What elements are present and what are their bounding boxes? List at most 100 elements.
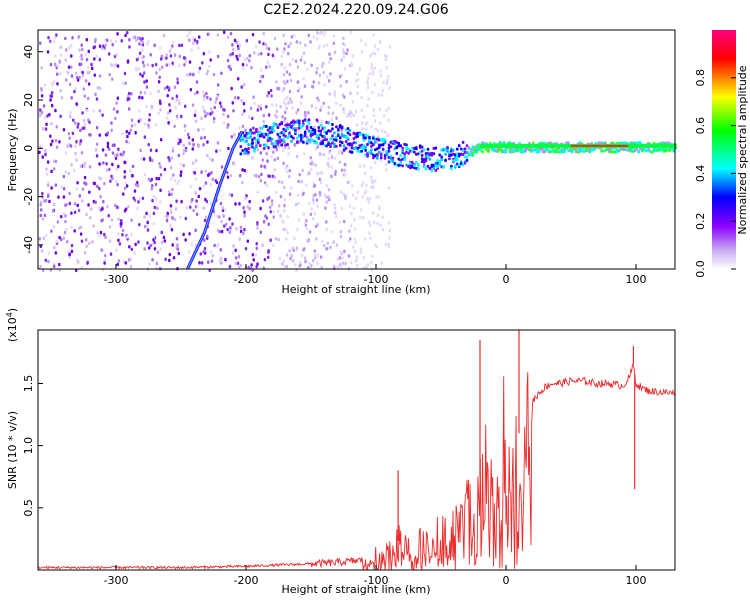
spectrogram-noise-cell xyxy=(286,231,289,235)
spectrogram-signal-cell xyxy=(290,120,293,124)
spectrogram-noise-cell xyxy=(169,208,173,212)
spectrogram-noise-cell xyxy=(279,194,283,199)
spectrogram-signal-cell xyxy=(422,148,426,152)
spectrogram-noise-cell xyxy=(196,39,199,44)
spectrogram-signal-cell xyxy=(301,140,305,144)
spectrogram-noise-cell xyxy=(288,192,292,196)
spectrogram-noise-cell xyxy=(53,264,56,269)
spectrogram-noise-cell xyxy=(353,217,356,222)
spectrogram-noise-cell xyxy=(159,247,162,251)
spectrogram-noise-cell xyxy=(236,77,240,81)
spectrogram-noise-cell xyxy=(387,242,390,246)
spectrogram-noise-cell xyxy=(327,111,330,115)
spectrogram-signal-cell xyxy=(290,139,293,143)
spectrogram-noise-cell xyxy=(126,235,129,239)
spectrogram-noise-cell xyxy=(49,134,52,138)
spectrogram-signal-cell xyxy=(253,136,256,140)
spectrogram-noise-cell xyxy=(289,97,292,101)
spectrogram-noise-cell xyxy=(168,49,172,53)
spectrogram-noise-cell xyxy=(387,221,391,225)
spectrogram-signal-cell xyxy=(391,159,395,163)
spectrogram-noise-cell xyxy=(240,99,243,103)
spectrogram-noise-cell xyxy=(197,70,201,74)
spectrogram-signal-cell xyxy=(428,157,432,161)
spectrogram-noise-cell xyxy=(379,69,382,74)
spectrogram-noise-cell xyxy=(244,196,248,200)
spectrogram-signal-cell xyxy=(249,135,252,139)
spectrogram-signal-cell xyxy=(299,125,303,129)
spectrogram-signal-cell xyxy=(311,130,315,134)
spectrogram-noise-cell xyxy=(207,32,210,37)
spectrogram-noise-cell xyxy=(338,149,342,153)
spectrogram-signal-cell xyxy=(454,164,457,168)
spectrogram-noise-cell xyxy=(43,83,47,88)
spectrogram-noise-cell xyxy=(259,75,263,79)
spectrogram-noise-cell xyxy=(305,227,309,231)
spectrogram-signal-cell xyxy=(366,154,369,158)
spectrogram-noise-cell xyxy=(333,206,337,210)
spectrogram-noise-cell xyxy=(55,33,58,37)
spectrogram-noise-cell xyxy=(342,55,345,59)
spectrogram-noise-cell xyxy=(113,64,116,68)
spectrogram-noise-cell xyxy=(282,87,286,91)
spectrogram-signal-cell xyxy=(385,153,389,157)
spectrogram-noise-cell xyxy=(68,191,71,196)
spectrogram-noise-cell xyxy=(126,97,129,102)
spectrogram-noise-cell xyxy=(38,150,41,155)
spectrogram-noise-cell xyxy=(195,212,199,217)
spectrogram-noise-cell xyxy=(141,37,144,41)
spectrogram-noise-cell xyxy=(194,119,198,124)
spectrogram-signal-cell xyxy=(448,150,451,154)
spectrogram-noise-cell xyxy=(56,82,59,86)
spectrogram-noise-cell xyxy=(194,177,198,181)
spectrogram-noise-cell xyxy=(141,40,144,44)
spectrogram-noise-cell xyxy=(184,238,187,242)
spectrogram-noise-cell xyxy=(190,48,193,52)
spectrogram-noise-cell xyxy=(136,206,139,211)
spectrogram-noise-cell xyxy=(259,206,262,211)
spectrogram-noise-cell xyxy=(282,227,286,232)
spectrogram-noise-cell xyxy=(171,187,174,192)
spectrogram-noise-cell xyxy=(381,215,384,219)
spectrogram-noise-cell xyxy=(282,161,285,166)
spectrogram-noise-cell xyxy=(267,255,270,260)
snr-y-axis-title: SNR (10 * v/v) xyxy=(6,411,19,489)
spectrogram-noise-cell xyxy=(298,172,301,177)
spectrogram-noise-cell xyxy=(228,230,232,234)
spectrogram-noise-cell xyxy=(129,92,133,96)
spectrogram-noise-cell xyxy=(98,162,101,166)
spectrogram-signal-cell xyxy=(543,150,547,154)
spectrogram-noise-cell xyxy=(371,51,374,56)
spectrogram-noise-cell xyxy=(46,160,50,164)
spectrogram-signal-cell xyxy=(335,138,338,142)
spectrogram-noise-cell xyxy=(92,109,96,113)
spectrogram-noise-cell xyxy=(282,259,285,263)
spectrogram-noise-cell xyxy=(63,230,67,235)
spectrogram-noise-cell xyxy=(81,111,84,115)
spectrogram-signal-cell xyxy=(415,160,418,164)
spectrogram-noise-cell xyxy=(314,193,317,197)
spectrogram-signal-cell xyxy=(481,150,484,154)
spectrogram-noise-cell xyxy=(365,265,368,269)
spectrogram-noise-cell xyxy=(80,265,84,270)
spectrogram-signal-cell xyxy=(395,146,399,150)
spectrogram-signal-cell xyxy=(409,149,412,153)
spectrogram-noise-cell xyxy=(101,113,104,117)
spectrogram-noise-cell xyxy=(171,40,175,44)
snr-y-ticks: 0.51.01.5 xyxy=(22,375,43,517)
spectrogram-signal-cell xyxy=(524,149,527,153)
spectrogram-signal-cell xyxy=(578,141,582,145)
spectrogram-noise-cell xyxy=(43,116,47,120)
spectrogram-noise-cell xyxy=(384,130,387,134)
spectrogram-noise-cell xyxy=(343,162,347,167)
spectrogram-noise-cell xyxy=(162,33,166,38)
spectrogram-noise-cell xyxy=(143,80,146,84)
spectrogram-signal-cell xyxy=(510,147,514,151)
spectrogram-noise-cell xyxy=(241,112,244,116)
spectrogram-noise-cell xyxy=(297,201,300,206)
spectrogram-signal-cell xyxy=(465,155,469,159)
spectrogram-noise-cell xyxy=(81,47,84,52)
spectrogram-noise-cell xyxy=(95,154,99,158)
spectrogram-noise-cell xyxy=(179,139,182,144)
spectrogram-signal-cell xyxy=(264,124,268,128)
